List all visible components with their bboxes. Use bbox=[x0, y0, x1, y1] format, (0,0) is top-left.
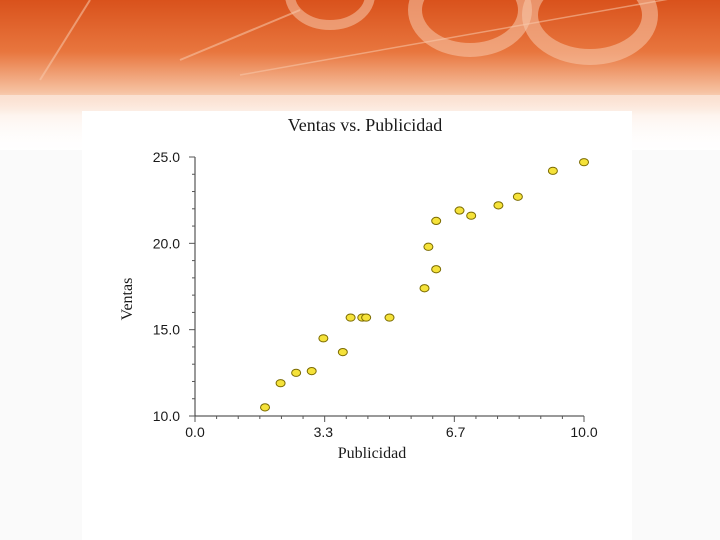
data-point bbox=[306, 367, 317, 376]
y-tick-label: 10.0 bbox=[153, 408, 180, 424]
data-point bbox=[260, 403, 271, 412]
x-tick-label: 0.0 bbox=[185, 424, 205, 440]
x-tick-label: 6.7 bbox=[446, 424, 466, 440]
x-tick-label: 3.3 bbox=[314, 424, 334, 440]
x-tick-label: 10.0 bbox=[570, 424, 597, 440]
data-points bbox=[260, 158, 589, 412]
y-tick-label: 25.0 bbox=[153, 149, 180, 165]
y-tick-label: 20.0 bbox=[153, 235, 180, 251]
chart-title: Ventas vs. Publicidad bbox=[288, 115, 443, 135]
x-axis-label: Publicidad bbox=[338, 445, 406, 462]
y-ticks: 10.0 15.0 20.0 25.0 bbox=[153, 149, 195, 424]
data-point bbox=[493, 201, 504, 210]
data-point bbox=[361, 313, 372, 322]
axes bbox=[194, 157, 584, 417]
data-point bbox=[291, 368, 302, 377]
data-point bbox=[579, 158, 589, 167]
y-tick-label: 15.0 bbox=[153, 322, 180, 338]
chart-panel: Ventas vs. Publicidad Publicidad Ventas … bbox=[82, 111, 632, 468]
banner-decoration bbox=[39, 0, 668, 81]
y-axis-label: Ventas bbox=[119, 278, 136, 321]
data-point bbox=[337, 348, 348, 357]
data-point bbox=[431, 216, 442, 225]
data-point bbox=[454, 206, 465, 215]
data-point bbox=[419, 284, 430, 293]
data-point bbox=[466, 211, 477, 220]
x-ticks: 0.0 3.3 6.7 10.0 bbox=[185, 416, 598, 440]
scatter-chart: Ventas vs. Publicidad Publicidad Ventas … bbox=[119, 115, 598, 462]
data-point bbox=[275, 379, 286, 388]
data-point bbox=[318, 334, 329, 343]
data-point bbox=[547, 166, 558, 175]
data-point bbox=[345, 313, 356, 322]
data-point bbox=[512, 192, 523, 201]
data-point bbox=[431, 265, 442, 274]
data-point bbox=[384, 313, 395, 322]
data-point bbox=[423, 242, 434, 251]
